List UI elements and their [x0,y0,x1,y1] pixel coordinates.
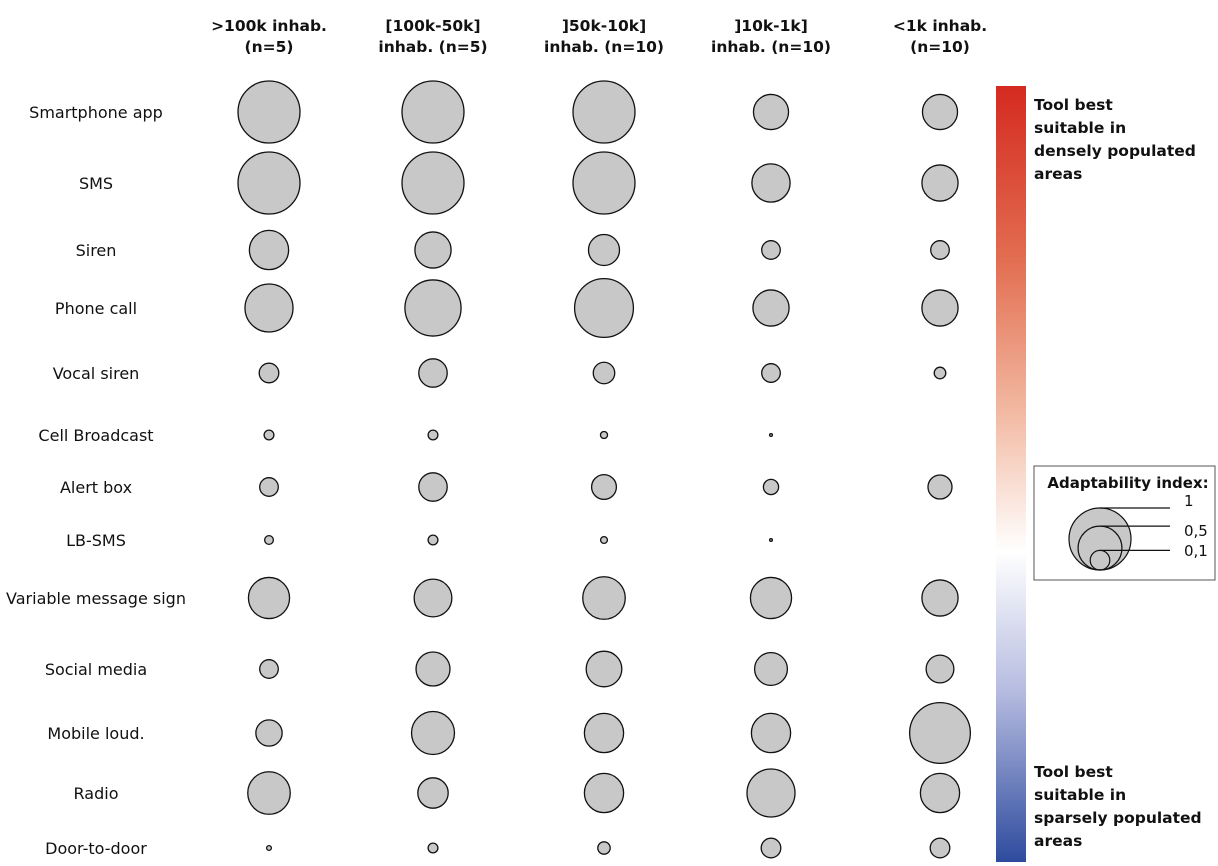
row-label: Cell Broadcast [38,426,153,445]
column-header: ]50k-10k] inhab. (n=10) [544,17,664,56]
bubble [247,576,291,620]
bubble [597,841,611,855]
colorbar [996,86,1026,862]
bubble [919,772,961,814]
legend-label: 0,1 [1184,542,1208,560]
row-label: Alert box [60,478,132,497]
bubble [417,777,449,809]
bubble [572,151,636,215]
bubble [921,579,959,617]
bubble [585,650,623,688]
bubble [427,842,439,854]
bubble [255,719,283,747]
colorbar-top-label: Tool best suitable in densely populated are… [1034,96,1196,183]
column-header: [100k-50k] inhab. (n=5) [378,17,487,56]
row-labels: Smartphone app SMS Siren Phone call Vocal si… [6,103,186,858]
bubble [760,837,782,859]
bubble [265,844,273,852]
row-label: Variable message sign [6,589,186,608]
bubble [752,289,790,327]
row-label: Smartphone app [29,103,163,122]
bubble [415,651,451,687]
bubble [599,535,609,545]
bubbles [237,80,972,859]
bubble [244,283,294,333]
row-label: Phone call [55,299,137,318]
bubble [927,474,953,500]
bubble [418,472,448,502]
row-label: Siren [76,241,117,260]
bubble [761,240,781,260]
bubble [582,576,626,620]
bubble [401,151,465,215]
column-headers: >100k inhab. (n=5) [100k-50k] inhab. (n=5)]… [211,17,987,56]
bubble [746,768,796,818]
bubble [573,277,635,339]
row-label: SMS [79,174,113,193]
bubble [427,534,439,546]
row-label: LB-SMS [66,531,126,550]
bubble [237,80,301,144]
bubble [762,478,780,496]
legend-label: 1 [1184,492,1194,510]
bubble [753,651,789,687]
bubble [921,93,959,131]
bubble [583,712,625,754]
bubble [583,772,625,814]
bubble [247,771,291,815]
bubble [237,151,301,215]
bubble [929,837,951,859]
bubble [930,240,950,260]
colorbar-bottom-label-text: Tool best suitable in sparsely populated ar… [1034,763,1202,850]
bubble [592,361,616,385]
size-legend: Adaptability index:1 0,5 0,1 [1033,465,1216,581]
bubble [587,233,621,267]
legend-circle [1068,507,1132,571]
bubble [768,432,774,438]
legend-title: Adaptability index: [1047,474,1208,492]
bubble [258,362,280,384]
row-label: Vocal siren [53,364,140,383]
bubble [418,358,448,388]
bubble [751,163,791,203]
bubble [413,578,453,618]
column-header: ]10k-1k] inhab. (n=10) [711,17,831,56]
column-header: >100k inhab. (n=5) [211,17,327,56]
bubble [599,430,609,440]
bubble [908,701,972,765]
bubble [410,710,456,756]
bubble [921,164,959,202]
bubble [263,429,275,441]
bubble [572,80,636,144]
bubble [768,537,774,543]
row-label: Door-to-door [45,839,147,858]
bubble [259,477,279,497]
bubble [401,80,465,144]
bubble [404,279,462,337]
bubble [925,654,955,684]
bubble [248,229,290,271]
colorbar-bottom-label: Tool best suitable in sparsely populated ar… [1034,763,1202,850]
bubble [427,429,439,441]
column-header: <1k inhab. (n=10) [893,17,987,56]
bubble [750,712,792,754]
row-label: Social media [45,660,147,679]
colorbar-top-label-text: Tool best suitable in densely populated are… [1034,96,1196,183]
bubble [259,659,279,679]
bubble [921,289,959,327]
bubble [749,576,793,620]
bubble [761,363,781,383]
bubble [263,534,275,546]
bubble [933,366,947,380]
row-label: Radio [74,784,119,803]
bubble [414,231,452,269]
bubble [752,93,790,131]
row-label: Mobile loud. [47,724,144,743]
bubble [590,473,618,501]
legend-label: 0,5 [1184,522,1208,540]
